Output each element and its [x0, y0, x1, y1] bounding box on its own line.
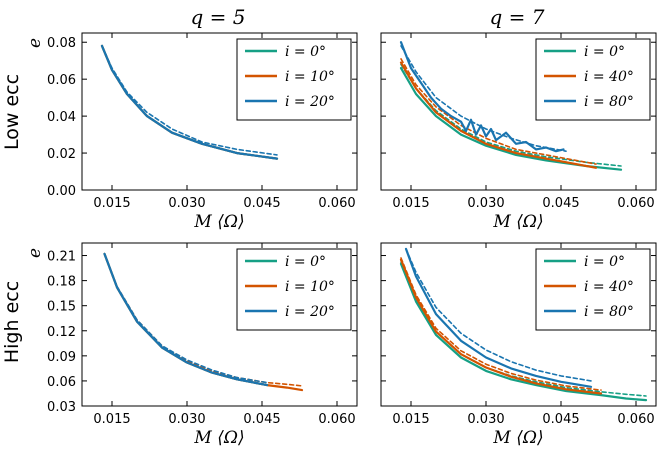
legend-box	[535, 38, 651, 121]
x-axis-label: M ⟨Ω⟩	[193, 428, 244, 448]
panel-high-q5: 0.015 0.030 0.045 0.060 0.03 0.06 0.09 0.12 0.15…	[25, 242, 358, 448]
column-title-q7: q = 7	[490, 5, 545, 29]
legend-box	[236, 38, 352, 121]
legend-label: i = 40°	[584, 69, 634, 85]
x-tick-label: 0.060	[617, 412, 654, 427]
series-group	[399, 41, 623, 171]
axes-frame	[81, 32, 358, 191]
y-tick-label: 0.04	[47, 110, 76, 125]
x-axis-label: M ⟨Ω⟩	[492, 428, 543, 448]
legend-label: i = 0°	[285, 44, 326, 60]
series-group	[399, 247, 648, 402]
y-tick-label: 0.02	[47, 147, 76, 162]
legend-box	[535, 248, 651, 331]
legend-label: i = 80°	[584, 94, 634, 110]
series-line-orange-solid	[399, 258, 603, 395]
y-tick-label: 0.12	[47, 325, 76, 340]
series-line-blue-dashed	[405, 248, 592, 382]
x-tick-label: 0.015	[93, 196, 130, 211]
x-tick-label: 0.045	[243, 196, 280, 211]
legend: i = 0° i = 10° i = 20°	[236, 248, 352, 331]
x-tick-label: 0.045	[542, 412, 579, 427]
legend: i = 0° i = 10° i = 20°	[236, 38, 352, 121]
x-tick-label: 0.045	[243, 412, 280, 427]
legend-label: i = 0°	[285, 254, 326, 270]
x-tick-label: 0.015	[392, 196, 429, 211]
legend-label: i = 40°	[584, 279, 634, 295]
legend: i = 0° i = 40° i = 80°	[535, 248, 651, 331]
x-tick-label: 0.015	[93, 412, 130, 427]
series-line-blue-dashed	[400, 45, 567, 152]
x-axis-label: M ⟨Ω⟩	[193, 212, 244, 232]
series-line-blue-dashed	[101, 45, 278, 156]
column-title-q5: q = 5	[191, 5, 246, 29]
legend-label: i = 20°	[285, 304, 335, 320]
y-tick-label: 0.03	[47, 400, 76, 415]
series-line-orange-dashed	[400, 257, 602, 391]
x-tick-label: 0.030	[467, 196, 504, 211]
series-line-blue-solid	[100, 44, 279, 160]
y-tick-label: 0.18	[47, 275, 76, 290]
series-line-green-solid	[399, 262, 648, 402]
legend-label: i = 20°	[285, 94, 335, 110]
y-tick-label: 0.15	[47, 300, 76, 315]
x-tick-label: 0.060	[318, 196, 355, 211]
axes-frame	[380, 32, 657, 191]
x-tick-label: 0.030	[168, 412, 205, 427]
y-axis-label: e	[25, 248, 45, 258]
panels: 0.015 0.030 0.045 0.060 0.00 0.02 0.04 0.06 0.08…	[25, 32, 657, 448]
series-group	[100, 44, 279, 160]
x-tick-label: 0.030	[467, 412, 504, 427]
axes-frame	[81, 242, 358, 407]
series-group	[103, 252, 304, 392]
y-tick-label: 0.00	[47, 184, 76, 199]
panel-low-q5: 0.015 0.030 0.045 0.060 0.00 0.02 0.04 0.06 0.08…	[25, 32, 358, 232]
series-line-blue-solid	[399, 41, 565, 153]
y-axis-label: e	[25, 38, 45, 48]
series-line-blue-solid	[404, 247, 593, 388]
series-line-orange-dashed	[103, 253, 303, 387]
series-line-blue-dashed	[103, 253, 268, 384]
series-line-orange-dashed	[400, 58, 597, 165]
x-tick-label: 0.030	[168, 196, 205, 211]
x-axis-label: M ⟨Ω⟩	[492, 212, 543, 232]
y-tick-label: 0.08	[47, 36, 76, 51]
legend-box	[236, 248, 352, 331]
axes-frame	[380, 242, 657, 407]
y-tick-label: 0.06	[47, 73, 76, 88]
x-tick-label: 0.045	[542, 196, 579, 211]
y-tick-label: 0.21	[47, 250, 76, 265]
series-line-orange-solid	[399, 61, 598, 169]
legend-label: i = 10°	[285, 279, 335, 295]
legend-label: i = 0°	[584, 44, 625, 60]
legend-label: i = 0°	[584, 254, 625, 270]
y-tick-label: 0.09	[47, 350, 76, 365]
legend-label: i = 80°	[584, 304, 634, 320]
legend: i = 0° i = 40° i = 80°	[535, 38, 651, 121]
y-tick-label: 0.06	[47, 375, 76, 390]
x-tick-label: 0.060	[318, 412, 355, 427]
row-label-low-ecc: Low ecc	[1, 74, 23, 150]
x-tick-label: 0.060	[617, 196, 654, 211]
row-label-high-ecc: High ecc	[1, 281, 23, 363]
x-tick-label: 0.015	[392, 412, 429, 427]
legend-label: i = 10°	[285, 69, 335, 85]
